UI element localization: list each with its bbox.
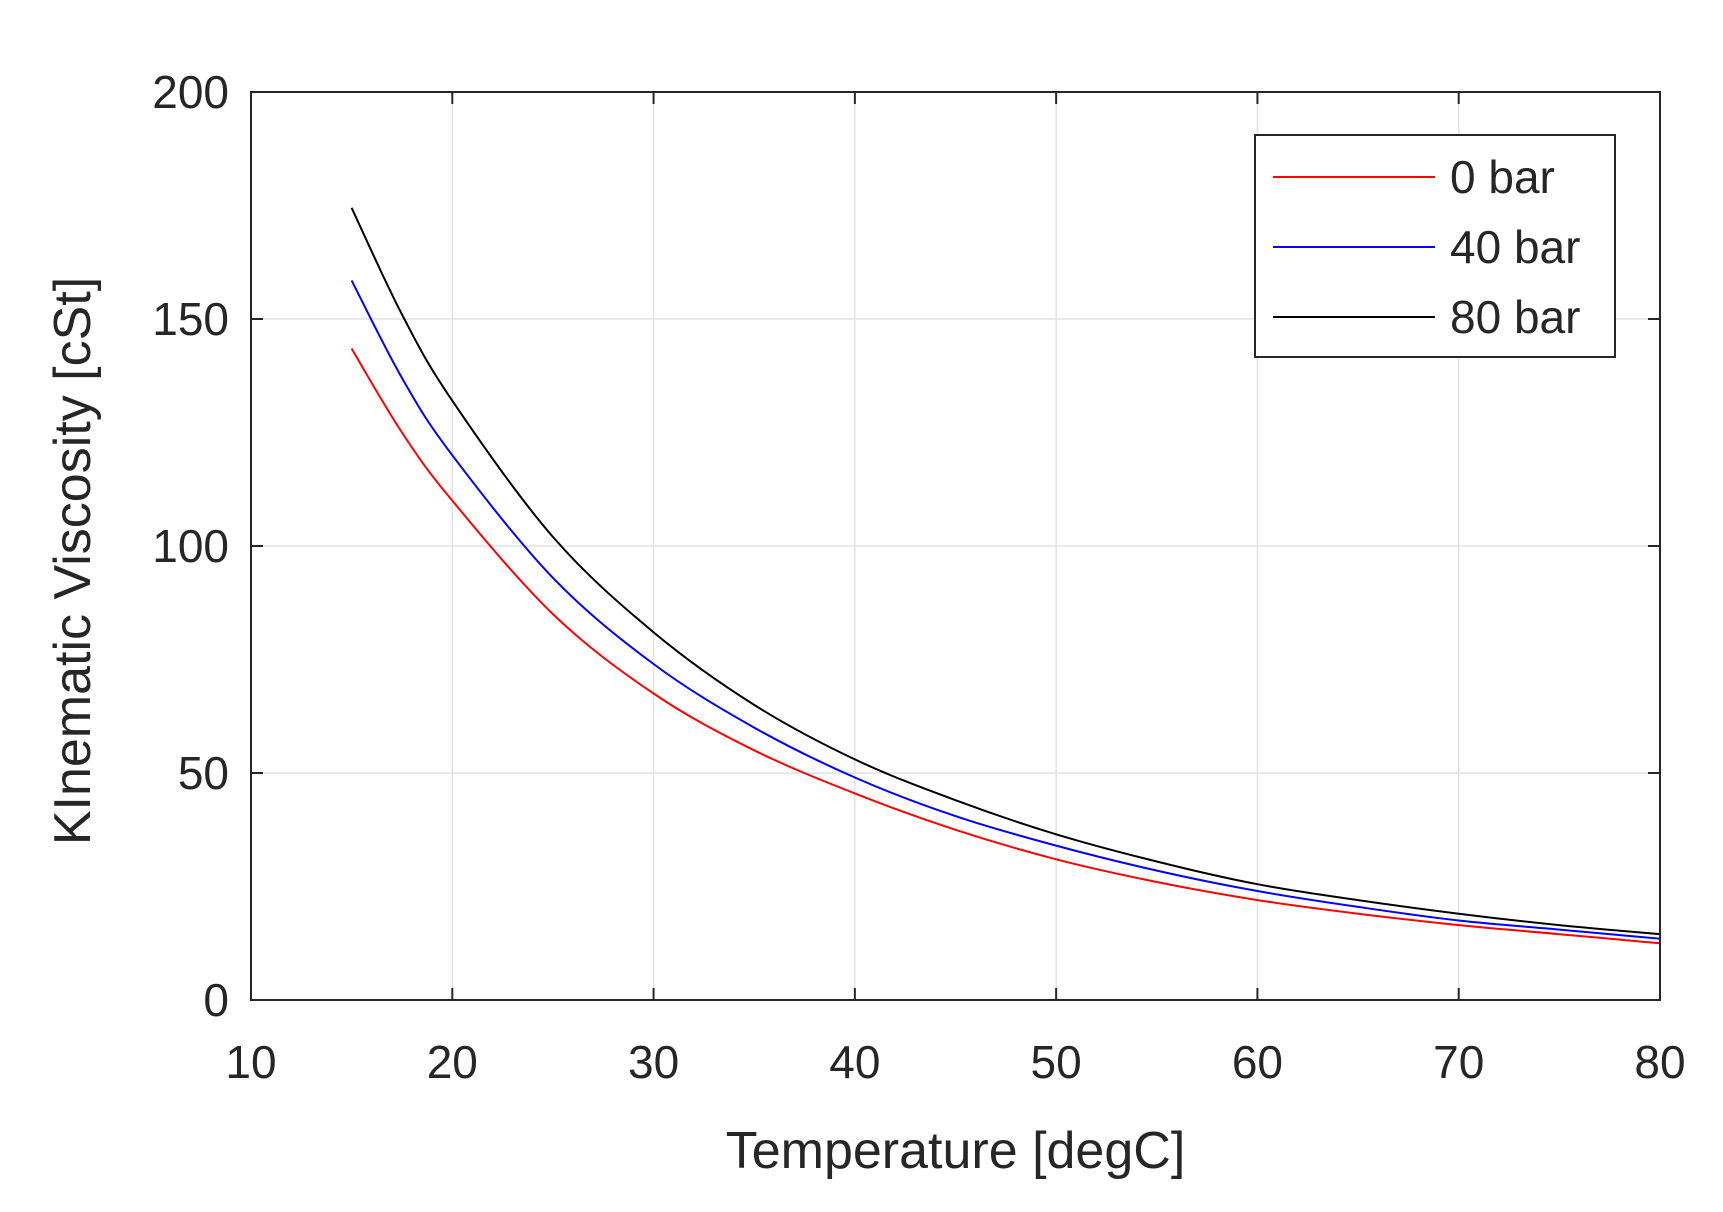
series-line-80-bar: [350, 207, 1661, 936]
legend-label: 80 bar: [1450, 291, 1580, 343]
x-axis-label: Temperature [degC]: [726, 1122, 1186, 1180]
x-tick-label: 20: [427, 1036, 478, 1088]
y-tick-label: 0: [203, 974, 229, 1026]
series-lines: [350, 207, 1661, 945]
x-tick-label: 10: [225, 1036, 276, 1088]
legend-label: 40 bar: [1450, 221, 1580, 273]
legend: 0 bar 40 bar 80 bar: [1254, 134, 1616, 358]
x-tick-label: 30: [628, 1036, 679, 1088]
x-tick-label: 80: [1634, 1036, 1685, 1088]
y-tick-label: 200: [152, 66, 229, 118]
y-tick-label: 50: [178, 747, 229, 799]
legend-label: 0 bar: [1450, 151, 1555, 203]
y-axis-label: KInematic Viscosity [cSt]: [44, 277, 102, 845]
x-tick-label: 50: [1031, 1036, 1082, 1088]
y-tick-label: 100: [152, 520, 229, 572]
axis-ticks: 10 20 30 40 50 60 70 80 0 50 100 150 200: [152, 66, 1685, 1088]
series-line-0-bar: [350, 347, 1661, 945]
x-tick-label: 40: [829, 1036, 880, 1088]
series-line-40-bar: [350, 279, 1661, 940]
x-tick-label: 70: [1433, 1036, 1484, 1088]
x-tick-label: 60: [1232, 1036, 1283, 1088]
y-tick-label: 150: [152, 293, 229, 345]
